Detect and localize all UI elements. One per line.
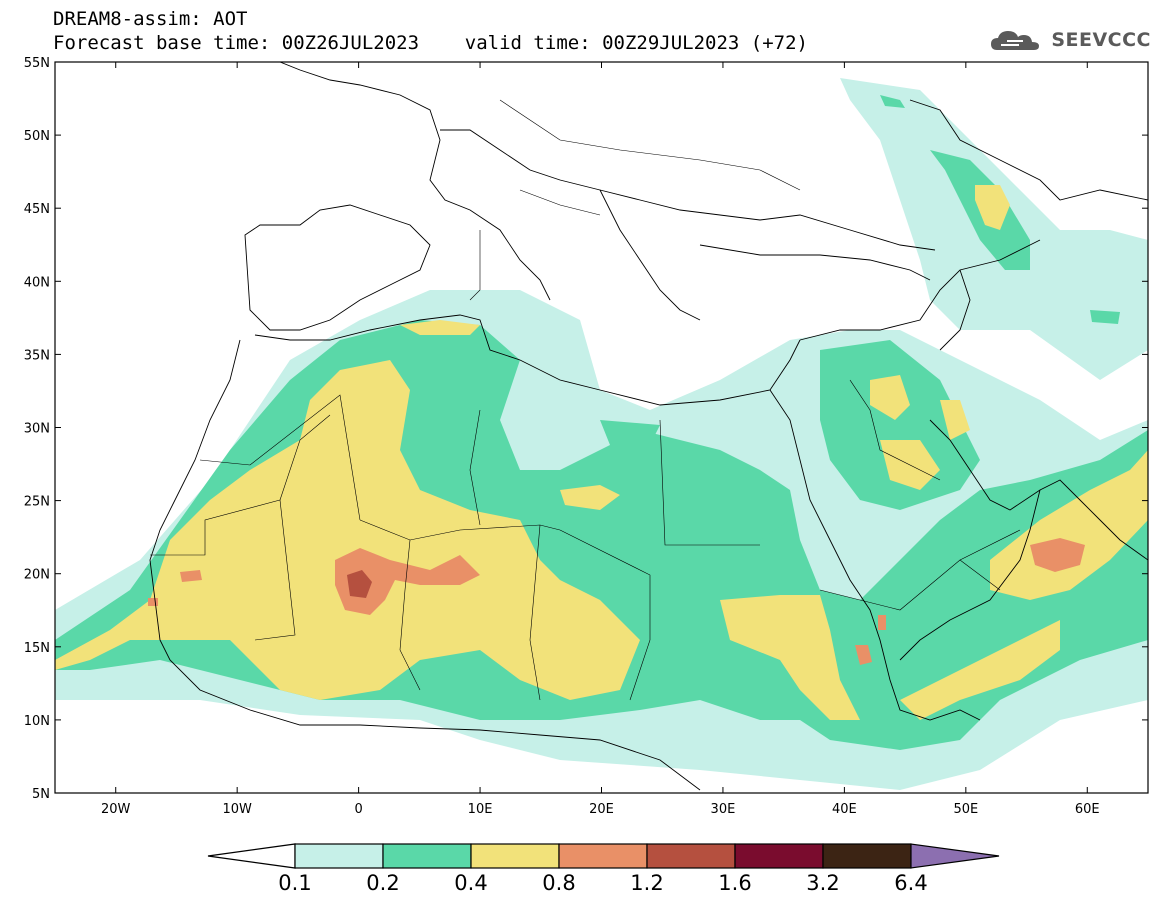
colorbar-bin xyxy=(470,843,560,869)
lon-label: 40E xyxy=(832,802,857,817)
longitude-axis: 20W 10W 0 10E 20E 30E 40E 50E 60E xyxy=(101,62,1100,817)
cloud-icon xyxy=(991,31,1040,50)
colorbar-label: 0.8 xyxy=(542,871,575,895)
map-title: DREAM8-assim: AOT xyxy=(53,8,248,30)
lon-label: 30E xyxy=(711,802,736,817)
lat-label: 5N xyxy=(32,787,50,802)
lat-label: 30N xyxy=(24,422,50,437)
colorbar-label: 6.4 xyxy=(894,871,927,895)
colorbar-high-arrow xyxy=(910,843,1000,869)
lon-label: 0 xyxy=(354,802,362,817)
lat-label: 20N xyxy=(24,568,50,583)
colorbar-label: 1.6 xyxy=(718,871,751,895)
lat-label: 15N xyxy=(24,641,50,656)
logo-text: SEEVCCC xyxy=(1051,29,1151,51)
latitude-axis: 55N 50N 45N 40N 35N 30N 25N 20N 15N 10N 5N xyxy=(24,56,1148,802)
lon-label: 20W xyxy=(101,802,131,817)
colorbar: 0.1 0.2 0.4 0.8 1.2 1.6 3.2 6.4 xyxy=(207,843,1000,895)
colorbar-low-arrow xyxy=(207,843,296,869)
lon-label: 60E xyxy=(1075,802,1100,817)
lon-label: 10W xyxy=(222,802,252,817)
coastlines xyxy=(149,62,1148,791)
lat-label: 35N xyxy=(24,348,50,363)
forecast-time-line: Forecast base time: 00Z26JUL2023 valid t… xyxy=(53,32,808,54)
lon-label: 10E xyxy=(468,802,493,817)
aot-field xyxy=(55,62,1148,793)
colorbar-label: 3.2 xyxy=(806,871,839,895)
aot-contour-0.4 xyxy=(55,185,1148,720)
colorbar-bin xyxy=(822,843,912,869)
colorbar-label: 1.2 xyxy=(630,871,663,895)
aot-contour-1.2 xyxy=(347,570,372,598)
colorbar-bin xyxy=(734,843,824,869)
colorbar-bin xyxy=(558,843,648,869)
lat-label: 40N xyxy=(24,275,50,290)
lat-label: 25N xyxy=(24,495,50,510)
lat-label: 10N xyxy=(24,714,50,729)
country-borders xyxy=(150,99,1021,701)
colorbar-bin xyxy=(294,843,384,869)
colorbar-bin xyxy=(646,843,736,869)
colorbar-label: 0.1 xyxy=(278,871,311,895)
seevccc-logo: SEEVCCC xyxy=(989,26,1151,54)
colorbar-label: 0.4 xyxy=(454,871,487,895)
lon-label: 20E xyxy=(589,802,614,817)
lat-label: 55N xyxy=(24,56,50,71)
aot-contour-0.8 xyxy=(148,538,1085,665)
lat-label: 50N xyxy=(24,129,50,144)
colorbar-label: 0.2 xyxy=(366,871,399,895)
lat-label: 45N xyxy=(24,202,50,217)
lon-label: 50E xyxy=(953,802,978,817)
colorbar-bin xyxy=(382,843,472,869)
